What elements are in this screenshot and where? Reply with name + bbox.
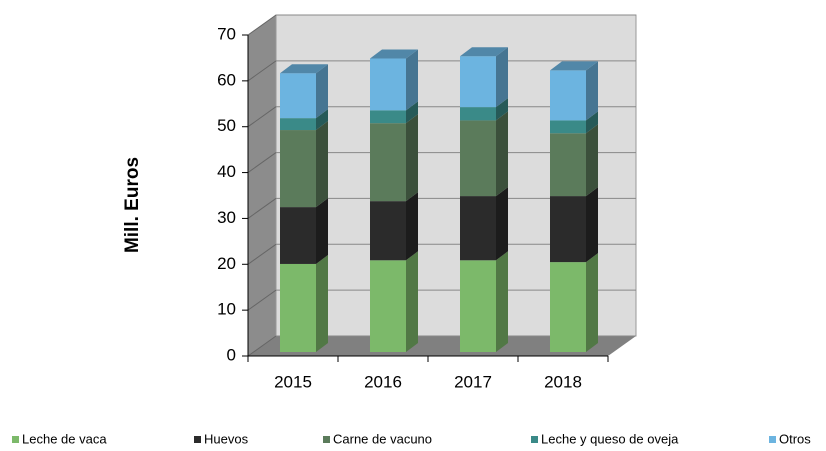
x-tick-label: 2016 bbox=[364, 372, 402, 391]
bar-segment bbox=[280, 130, 316, 208]
bar-segment bbox=[550, 196, 586, 263]
legend-swatch bbox=[194, 436, 201, 443]
floor bbox=[248, 336, 636, 356]
bar-side bbox=[316, 198, 328, 264]
legend-label: Leche y queso de oveja bbox=[541, 431, 679, 446]
grid-line bbox=[247, 60, 277, 82]
y-tick-label: 0 bbox=[227, 345, 236, 364]
y-tick-label: 20 bbox=[217, 254, 236, 273]
grid-line bbox=[247, 243, 277, 265]
legend-swatch bbox=[12, 436, 19, 443]
grid-line bbox=[247, 14, 277, 36]
bar-segment bbox=[550, 262, 586, 352]
y-tick-label: 60 bbox=[217, 70, 236, 89]
bar-side bbox=[496, 251, 508, 352]
bar-segment bbox=[460, 120, 496, 197]
y-tick-label: 30 bbox=[217, 208, 236, 227]
legend-swatch bbox=[323, 436, 330, 443]
y-tick-label: 50 bbox=[217, 116, 236, 135]
bar-side bbox=[406, 101, 418, 124]
bar-segment bbox=[550, 133, 586, 197]
grid-line bbox=[247, 335, 277, 357]
bar-segment bbox=[280, 73, 316, 119]
bar-segment bbox=[460, 196, 496, 261]
bar-side bbox=[586, 187, 598, 263]
bar-side bbox=[496, 47, 508, 108]
x-tick-label: 2015 bbox=[274, 372, 312, 391]
legend-swatch bbox=[769, 436, 776, 443]
bar-segment bbox=[370, 260, 406, 352]
bar-segment bbox=[280, 118, 316, 131]
bar-segment bbox=[280, 263, 316, 352]
bar-top bbox=[370, 49, 418, 59]
bar-side bbox=[586, 111, 598, 134]
bar-segment bbox=[460, 107, 496, 121]
bar-side bbox=[406, 49, 418, 111]
bar-side bbox=[406, 192, 418, 261]
bar-segment bbox=[550, 120, 586, 134]
bar-segment bbox=[370, 58, 406, 111]
legend-swatch bbox=[531, 436, 538, 443]
grid-line bbox=[247, 106, 277, 128]
legend-label: Carne de vacuno bbox=[333, 431, 432, 446]
bar-top bbox=[460, 47, 508, 57]
bar-side bbox=[316, 64, 328, 119]
x-tick-label: 2017 bbox=[454, 372, 492, 391]
bar-side bbox=[586, 61, 598, 121]
bar-side bbox=[496, 98, 508, 121]
bar-side bbox=[406, 114, 418, 202]
bar-side bbox=[496, 187, 508, 261]
grid-line bbox=[247, 289, 277, 311]
bar-segment bbox=[460, 56, 496, 108]
y-tick-label: 70 bbox=[217, 24, 236, 43]
bar-segment bbox=[370, 201, 406, 261]
bar-side bbox=[316, 121, 328, 208]
bar-side bbox=[586, 253, 598, 352]
bar-side bbox=[406, 251, 418, 352]
bar-segment bbox=[550, 70, 586, 121]
y-tick-label: 40 bbox=[217, 162, 236, 181]
x-tick-label: 2018 bbox=[544, 372, 582, 391]
y-axis-label: Mill. Euros bbox=[122, 157, 143, 253]
bar-side bbox=[316, 109, 328, 131]
grid-line bbox=[247, 198, 277, 219]
y-tick-label: 10 bbox=[217, 300, 236, 319]
bar-side bbox=[316, 254, 328, 352]
bar-side bbox=[586, 124, 598, 197]
bar-segment bbox=[370, 123, 406, 202]
bar-segment bbox=[280, 207, 316, 264]
bar-segment bbox=[370, 110, 406, 124]
grid-line bbox=[247, 152, 277, 173]
bar-top bbox=[280, 64, 328, 74]
legend-label: Otros bbox=[779, 431, 811, 446]
bar-segment bbox=[460, 260, 496, 352]
bar-top bbox=[550, 61, 598, 71]
legend-label: Leche de vaca bbox=[22, 431, 107, 446]
legend-label: Huevos bbox=[204, 431, 249, 446]
bar-side bbox=[496, 111, 508, 197]
side-wall bbox=[248, 15, 276, 356]
